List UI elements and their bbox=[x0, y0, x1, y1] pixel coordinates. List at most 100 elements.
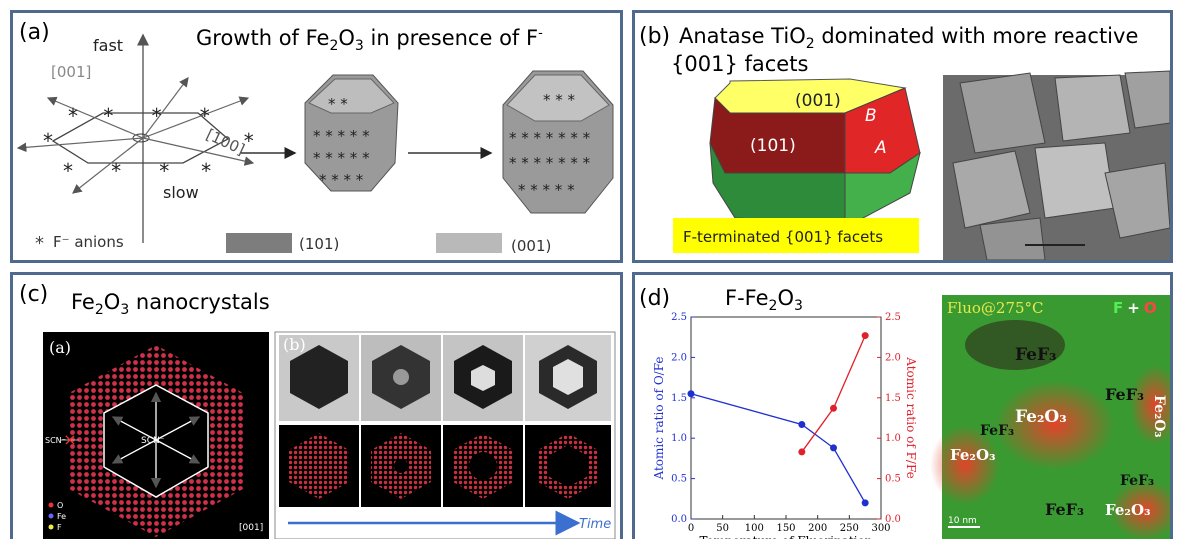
text-part: O bbox=[1144, 299, 1157, 317]
panel-label: (a) bbox=[19, 20, 50, 45]
panel-a: (a) Growth of Fe2O3 in presence of F- * … bbox=[10, 10, 623, 263]
shape: * * * * * * * bbox=[509, 129, 591, 147]
image-label: SCN⁻ bbox=[45, 436, 66, 445]
data-point bbox=[830, 405, 837, 412]
y2-tick-label: 0.0 bbox=[885, 514, 901, 525]
page: (a) Growth of Fe2O3 in presence of F- * … bbox=[0, 0, 1181, 539]
x-tick-label: 0 bbox=[688, 523, 694, 534]
text-part: Growth of Fe bbox=[196, 26, 329, 50]
text-part: in presence of F bbox=[364, 26, 538, 50]
shape: Fe₂O₃ bbox=[950, 446, 996, 464]
data-point bbox=[862, 332, 869, 339]
text-part: Anatase TiO bbox=[679, 24, 806, 48]
legend-swatch bbox=[226, 233, 292, 253]
shape: * * * * * bbox=[518, 181, 575, 199]
shape bbox=[394, 459, 408, 473]
label-slow: slow bbox=[163, 183, 199, 202]
y-tick-label: 1.5 bbox=[671, 393, 687, 404]
shape: * * * * bbox=[319, 171, 364, 189]
y-tick-label: 2.0 bbox=[671, 352, 687, 363]
text-part: Fe bbox=[71, 290, 95, 314]
shape: * * * * bbox=[68, 104, 210, 128]
panel-c-drawing: (c) Fe2O3 nanocrystals × (a) SCN⁻ SCN⁻ O… bbox=[13, 275, 620, 539]
legend-text: Fe bbox=[57, 512, 66, 521]
data-point bbox=[688, 390, 695, 397]
shape: Fe₂O₃ bbox=[1105, 501, 1151, 519]
shape: * * * * * * * bbox=[509, 154, 591, 172]
model-row bbox=[279, 425, 611, 507]
y2-tick-label: 0.5 bbox=[885, 474, 901, 485]
label-direction: [001] bbox=[51, 63, 91, 81]
text-part: O bbox=[338, 26, 355, 50]
map-label: F+O bbox=[1113, 299, 1157, 317]
text-part: F-Fe bbox=[725, 286, 769, 310]
legend-text: (101) bbox=[299, 235, 339, 253]
panel-title: {001} facets bbox=[671, 52, 808, 76]
y-tick-label: 2.5 bbox=[671, 312, 687, 323]
legend-text: (001) bbox=[511, 237, 551, 255]
shape bbox=[469, 452, 497, 480]
image-label: (b) bbox=[283, 335, 306, 354]
image-label: SCN⁻ bbox=[141, 436, 165, 446]
panel-label: (d) bbox=[639, 286, 670, 311]
facet-label: B bbox=[865, 106, 877, 126]
tem-row bbox=[279, 335, 611, 421]
facet-label: (001) bbox=[795, 91, 841, 111]
scale-bar: 10 nm bbox=[948, 516, 977, 526]
image-label: Time bbox=[579, 517, 611, 532]
facet-label: A bbox=[874, 138, 887, 158]
data-point bbox=[798, 421, 805, 428]
panel-c: (c) Fe2O3 nanocrystals × (a) SCN⁻ SCN⁻ O… bbox=[10, 272, 623, 539]
text-part: 3 bbox=[355, 38, 364, 54]
panel-title: Fe2O3 nanocrystals bbox=[71, 290, 270, 318]
label-fast: fast bbox=[93, 36, 123, 55]
y2-axis-label: Atomic ratio of F/Fe bbox=[904, 356, 918, 478]
panel-title: Growth of Fe2O3 in presence of F- bbox=[196, 26, 543, 54]
x-tick-label: 150 bbox=[776, 523, 795, 534]
text-part: 2 bbox=[806, 36, 815, 52]
text-part: 3 bbox=[794, 298, 803, 314]
shape: * * bbox=[328, 95, 348, 113]
data-point bbox=[830, 444, 837, 451]
shape bbox=[1035, 143, 1115, 218]
text-part: F bbox=[1113, 299, 1123, 317]
shape: FeF₃ bbox=[1015, 345, 1056, 365]
panel-d-drawing: (d) F-Fe2O3 Fluo@275°C F+O FeF₃ FeF₃ Fe₂… bbox=[635, 275, 1170, 539]
y2-tick-label: 2.0 bbox=[885, 352, 901, 363]
shape bbox=[960, 73, 1045, 153]
image-label: [001] bbox=[239, 523, 263, 533]
legend-text: O bbox=[57, 501, 63, 510]
shape: FeF₃ bbox=[1120, 473, 1154, 489]
data-point bbox=[862, 499, 869, 506]
y-axis-label: Atomic ratio of O/Fe bbox=[652, 357, 666, 481]
shape: FeF₃ bbox=[980, 423, 1014, 439]
shape: * * * * * bbox=[313, 127, 370, 145]
y2-tick-label: 1.5 bbox=[885, 393, 901, 404]
x-tick-label: 50 bbox=[716, 523, 729, 534]
legend-swatch bbox=[436, 233, 502, 253]
y2-tick-label: 1.0 bbox=[885, 433, 901, 444]
y-tick-label: 0.0 bbox=[671, 514, 687, 525]
text-part: O bbox=[104, 290, 121, 314]
map-label: Fluo@275°C bbox=[947, 299, 1044, 317]
text-part: 3 bbox=[120, 302, 129, 318]
shape: Fe₂O₃ bbox=[1015, 407, 1067, 427]
caption: F-terminated {001} facets bbox=[683, 228, 883, 246]
text-part: O bbox=[777, 286, 794, 310]
shape: * bbox=[35, 233, 44, 254]
data-point bbox=[798, 448, 805, 455]
plot-area bbox=[691, 317, 881, 519]
y2-tick-label: 2.5 bbox=[885, 312, 901, 323]
shape bbox=[1055, 75, 1130, 141]
legend-text: F⁻ anions bbox=[53, 233, 124, 251]
text-part: - bbox=[538, 26, 543, 41]
panel-b: (b) Anatase TiO2 dominated with more rea… bbox=[632, 10, 1173, 263]
shape: * * * bbox=[543, 91, 576, 109]
shape bbox=[49, 525, 54, 530]
panel-d: (d) F-Fe2O3 Fluo@275°C F+O FeF₃ FeF₃ Fe₂… bbox=[632, 272, 1173, 539]
shape bbox=[980, 218, 1045, 260]
shape: * * * * bbox=[63, 159, 211, 183]
x-axis-label: Temperature of Fluorination bbox=[699, 534, 872, 539]
shape bbox=[49, 503, 54, 508]
facet-label: (101) bbox=[750, 136, 796, 156]
